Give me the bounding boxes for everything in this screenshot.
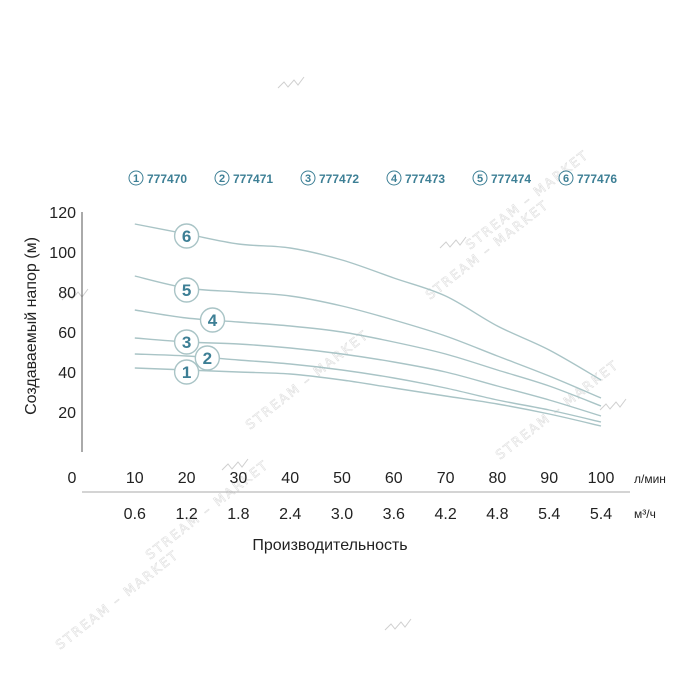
x-tick-label-m3h: 2.4	[279, 506, 301, 523]
svg-text:STREAM – MARKET: STREAM – MARKET	[243, 328, 372, 433]
curve-1	[134, 367, 602, 427]
curve-label-number: 4	[208, 311, 218, 330]
x-tick-label-m3h: 3.0	[331, 506, 353, 523]
x-axis-title: Производительность	[252, 537, 407, 554]
curve-label-3: 3	[173, 329, 200, 355]
x-tick-label-lpm: 70	[437, 470, 455, 487]
y-tick-label: 120	[49, 205, 76, 222]
x-tick-label-m3h: 5.4	[538, 506, 560, 523]
legend-model: 777471	[233, 172, 273, 186]
curve-label-2: 2	[194, 345, 221, 371]
legend-item-3: 3 777472	[300, 170, 359, 186]
legend-number: 4	[391, 173, 398, 185]
curve-label-1: 1	[173, 359, 200, 385]
y-tick-label: 20	[58, 405, 76, 422]
legend-item-5: 5 777474	[472, 170, 531, 186]
curve-5	[134, 275, 602, 399]
legend-model: 777470	[147, 172, 187, 186]
x-tick-label-lpm: 40	[281, 470, 299, 487]
x-tick-label-lpm: 100	[588, 470, 615, 487]
x-tick-label-lpm: 60	[385, 470, 403, 487]
x-tick-label-m3h: 4.8	[486, 506, 508, 523]
legend-number: 2	[219, 173, 225, 185]
x-tick-label-lpm: 30	[230, 470, 248, 487]
watermark-squiggles	[61, 76, 627, 631]
legend-model: 777472	[319, 172, 359, 186]
svg-text:STREAM – MARKET: STREAM – MARKET	[423, 198, 552, 303]
legend-item-6: 6 777476	[558, 170, 617, 186]
x-tick-label-m3h: 1.2	[175, 506, 197, 523]
x-tick-label-lpm: 90	[540, 470, 558, 487]
y-tick-label: 40	[58, 365, 76, 382]
svg-text:STREAM – MARKET: STREAM – MARKET	[463, 148, 592, 253]
curve-label-6: 6	[173, 223, 200, 249]
curve-label-number: 3	[182, 333, 191, 352]
y-axis-title: Создаваемый напор (м)	[23, 237, 40, 415]
legend-number: 3	[305, 173, 311, 185]
curve-label-number: 5	[182, 281, 191, 300]
legend-item-2: 2 777471	[214, 170, 273, 186]
legend-model: 777474	[491, 172, 531, 186]
curve-label-4: 4	[199, 307, 226, 333]
curve-label-number: 1	[182, 363, 191, 382]
x-tick-label-lpm: 20	[178, 470, 196, 487]
x-tick-label-m3h: 1.8	[227, 506, 249, 523]
curve-6	[134, 223, 602, 381]
y-tick-label: 80	[58, 285, 76, 302]
x-axis-ticks-m3h: 0.6 1.2 1.8 2.4 3.0 3.6 4.2 4.8 5.4 5.4	[124, 506, 613, 523]
x-tick-label-lpm: 10	[126, 470, 144, 487]
svg-text:STREAM – MARKET: STREAM – MARKET	[493, 358, 622, 463]
y-tick-label: 100	[49, 245, 76, 262]
svg-text:STREAM – MARKET: STREAM – MARKET	[53, 548, 182, 653]
x-unit-lpm: л/мин	[634, 472, 666, 486]
curve-label-number: 6	[182, 227, 191, 246]
y-tick-label: 60	[58, 325, 76, 342]
watermark: STREAM – MARKET STREAM – MARKET STREAM –…	[53, 147, 623, 653]
legend-item-4: 4 777473	[386, 170, 445, 186]
legend-item-1: 1 777470	[128, 170, 187, 186]
curve-3	[134, 337, 602, 417]
legend-number: 6	[563, 173, 569, 185]
legend-model: 777473	[405, 172, 445, 186]
x-tick-label-lpm: 0	[68, 470, 77, 487]
x-tick-label-m3h: 5.4	[590, 506, 612, 523]
x-tick-label-m3h: 4.2	[434, 506, 456, 523]
legend-number: 1	[133, 173, 139, 185]
curve-label-number: 2	[203, 349, 212, 368]
x-tick-label-m3h: 0.6	[124, 506, 146, 523]
y-axis-ticks: 20 40 60 80 100 120	[49, 205, 76, 422]
x-unit-m3h: м³/ч	[634, 507, 656, 521]
x-tick-label-m3h: 3.6	[383, 506, 405, 523]
legend: 1 777470 2 777471 3 777472 4 777473 5 777474 6 7774…	[128, 170, 617, 186]
legend-model: 777476	[577, 172, 617, 186]
legend-number: 5	[477, 173, 483, 185]
x-tick-label-lpm: 50	[333, 470, 351, 487]
x-axis-ticks-lpm: 0 10 20 30 40 50 60 70 80 90 100	[68, 470, 615, 487]
curve-label-5: 5	[173, 277, 200, 303]
x-tick-label-lpm: 80	[489, 470, 507, 487]
